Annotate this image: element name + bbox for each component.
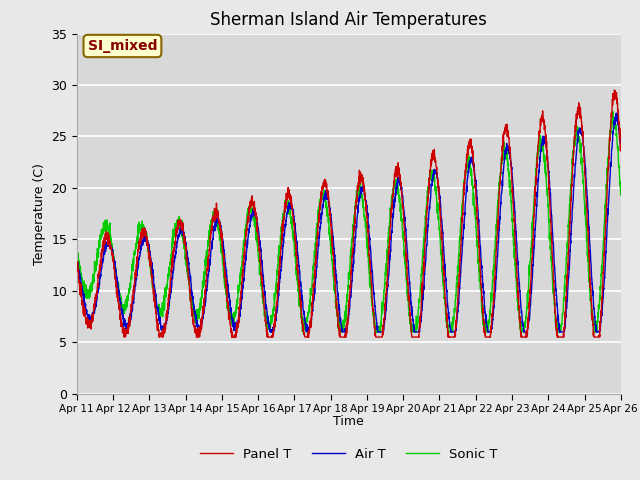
Sonic T <box>282 206 289 212</box>
Air T <box>617 145 625 151</box>
Sonic T <box>135 219 143 225</box>
Panel T <box>607 127 614 133</box>
Air T <box>607 169 614 175</box>
Air T <box>613 110 621 116</box>
Text: SI_mixed: SI_mixed <box>88 39 157 53</box>
Sonic T <box>167 254 175 260</box>
Sonic T <box>73 255 81 261</box>
Air T <box>266 329 274 335</box>
Sonic T <box>266 329 274 335</box>
Air T <box>548 213 556 218</box>
Panel T <box>617 147 625 153</box>
Panel T <box>548 239 556 245</box>
Panel T <box>282 199 289 205</box>
Y-axis label: Temperature (C): Temperature (C) <box>33 163 45 264</box>
Panel T <box>305 331 313 336</box>
Panel T <box>135 246 143 252</box>
Panel T <box>611 87 618 93</box>
Panel T <box>73 264 81 269</box>
X-axis label: Time: Time <box>333 415 364 429</box>
Line: Panel T: Panel T <box>77 90 621 337</box>
Air T <box>73 257 81 263</box>
Legend: Panel T, Air T, Sonic T: Panel T, Air T, Sonic T <box>195 443 503 466</box>
Air T <box>282 221 289 227</box>
Panel T <box>120 334 128 340</box>
Air T <box>305 327 313 333</box>
Sonic T <box>607 134 614 140</box>
Line: Air T: Air T <box>77 113 621 332</box>
Sonic T <box>617 192 625 198</box>
Title: Sherman Island Air Temperatures: Sherman Island Air Temperatures <box>211 11 487 29</box>
Sonic T <box>548 266 556 272</box>
Sonic T <box>609 109 617 115</box>
Line: Sonic T: Sonic T <box>77 112 621 332</box>
Air T <box>135 254 143 260</box>
Panel T <box>168 265 175 271</box>
Sonic T <box>305 306 313 312</box>
Air T <box>167 289 175 295</box>
